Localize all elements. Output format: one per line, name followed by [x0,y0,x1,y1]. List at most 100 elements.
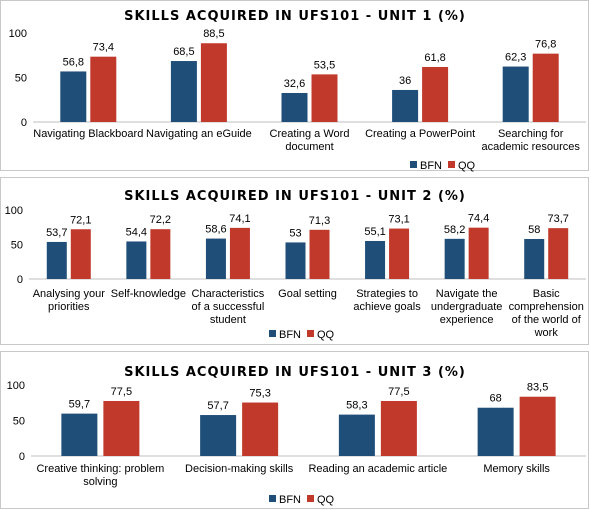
legend-label: BFN [279,494,301,506]
data-label: 58 [528,224,540,236]
data-label: 72,2 [150,214,171,226]
x-category-label: solving [83,476,117,488]
x-category-label: achieve goals [353,301,421,313]
data-label: 73,1 [388,214,409,226]
x-category-label: Navigate the [436,288,498,300]
x-category-label: Decision-making skills [185,463,294,475]
legend-label: QQ [317,494,335,506]
x-category-label: Goal setting [278,288,337,300]
x-category-label: Navigating an eGuide [146,128,252,140]
data-label: 88,5 [203,28,224,40]
bar-qq [468,227,489,279]
chart-title: SKILLS ACQUIRED IN UFS101 - UNIT 1 (%) [124,9,466,24]
x-category-label: Searching for [498,128,564,140]
y-tick-label: 0 [21,117,27,129]
bar-bfn [285,242,306,279]
data-label: 54,4 [126,226,147,238]
data-label: 71,3 [309,215,330,227]
data-label: 32,6 [284,78,305,90]
bar-qq [548,228,569,279]
data-label: 76,8 [535,39,556,51]
data-label: 55,1 [364,226,385,238]
legend-swatch-qq [307,495,314,502]
bar-qq [103,400,140,456]
bar-bfn [46,241,67,279]
legend-label: QQ [317,329,335,341]
chart-unit-3: SKILLS ACQUIRED IN UFS101 - UNIT 3 (%) 0 5… [7,365,586,506]
chart-panel-unit-1: SKILLS ACQUIRED IN UFS101 - UNIT 1 (%) 0 5… [0,0,589,172]
bar-bfn [61,413,98,456]
x-category-label: student [210,314,246,326]
bar-qq [380,400,417,456]
y-tick-label: 100 [7,380,25,392]
data-label: 62,3 [505,52,526,64]
x-category-label: Basic [533,288,560,300]
data-label: 73,4 [93,42,114,54]
data-label: 68 [490,393,502,405]
data-label: 58,3 [346,400,367,412]
x-category-label: work [534,327,559,339]
data-label: 61,8 [424,52,445,64]
bar-qq [70,229,91,279]
y-tick-label: 100 [9,28,27,40]
legend-swatch-qq [307,330,314,337]
y-tick-label: 0 [19,451,25,463]
data-label: 59,7 [69,399,90,411]
x-category-label: Strategies to [356,288,418,300]
chart-title: SKILLS ACQUIRED IN UFS101 - UNIT 2 (%) [124,189,466,204]
data-label: 53,7 [46,227,67,239]
data-label: 77,5 [111,386,132,398]
data-label: 57,7 [207,400,228,412]
x-category-label: Navigating Blackboard [33,128,143,140]
y-tick-label: 50 [13,416,25,428]
bar-bfn [338,414,375,456]
legend-swatch-bfn [410,161,417,168]
data-label: 68,5 [173,46,194,58]
bar-bfn [502,66,529,122]
bar-bfn [392,89,419,122]
x-category-label: Self-knowledge [111,288,186,300]
data-label: 75,3 [249,388,270,400]
x-category-label: document [285,141,333,153]
chart-panel-unit-2: SKILLS ACQUIRED IN UFS101 - UNIT 2 (%) 0 5… [0,177,589,345]
y-tick-label: 100 [5,205,23,217]
bar-bfn [170,61,197,122]
chart-title: SKILLS ACQUIRED IN UFS101 - UNIT 3 (%) [124,365,466,380]
data-label: 53 [289,227,301,239]
data-label: 58,2 [444,224,465,236]
x-category-label: of the world of [512,314,582,326]
x-category-label: Creating a Word [270,128,350,140]
x-category-label: priorities [48,301,90,313]
bar-qq [90,56,117,123]
x-category-label: Creating a PowerPoint [365,128,475,140]
data-label: 58,6 [205,224,226,236]
data-label: 72,1 [70,214,91,226]
bar-bfn [126,241,147,279]
data-label: 56,8 [63,56,84,68]
bar-qq [309,229,330,279]
y-tick-label: 0 [17,274,23,286]
data-label: 36 [399,75,411,87]
x-category-label: comprehension [509,301,584,313]
bar-qq [242,402,279,456]
bar-bfn [200,415,237,456]
legend-label: BFN [420,160,442,172]
bar-qq [389,228,410,279]
legend-swatch-qq [448,161,455,168]
bar-bfn [281,92,308,122]
data-label: 74,4 [468,213,489,225]
x-category-label: academic resources [481,141,580,153]
data-label: 77,5 [388,386,409,398]
bar-qq [150,229,171,279]
bar-qq [519,396,556,456]
data-label: 53,5 [314,59,335,71]
x-category-label: of a successful [192,301,265,313]
bar-bfn [60,71,87,122]
legend-swatch-bfn [269,495,276,502]
bar-bfn [205,238,226,279]
data-label: 83,5 [527,382,548,394]
chart-unit-2: SKILLS ACQUIRED IN UFS101 - UNIT 2 (%) 0 5… [5,189,586,341]
bar-qq [422,66,449,122]
x-category-label: Memory skills [483,463,550,475]
chart-panel-unit-3: SKILLS ACQUIRED IN UFS101 - UNIT 3 (%) 0 5… [0,351,589,509]
